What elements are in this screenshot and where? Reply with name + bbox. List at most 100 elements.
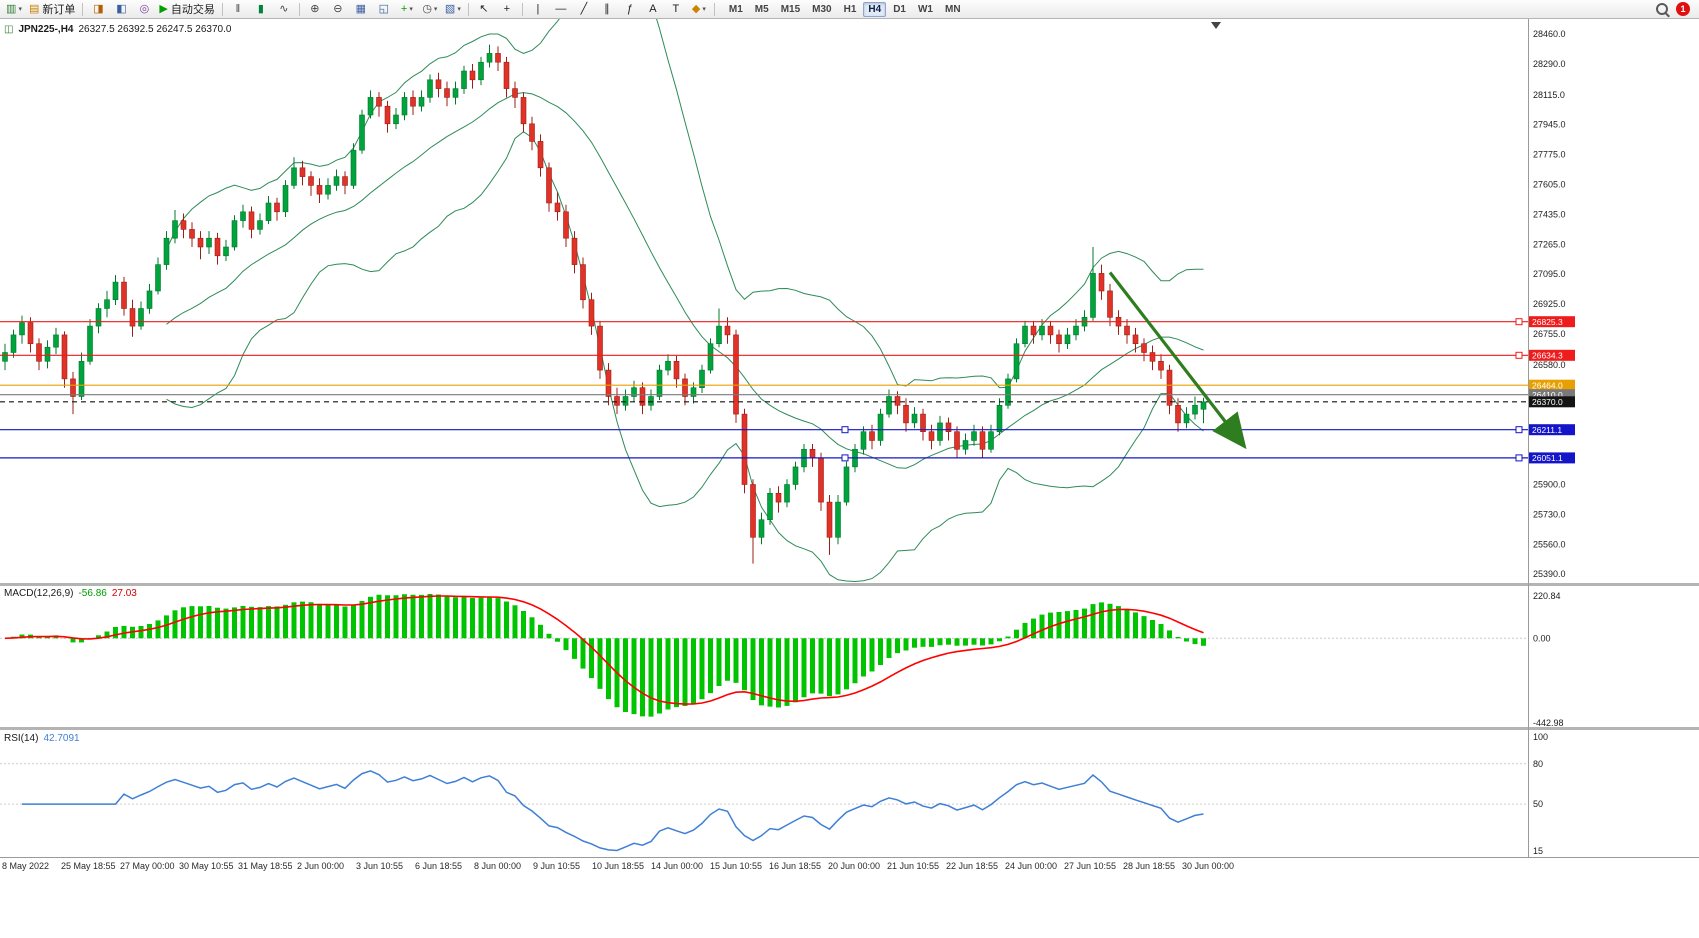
svg-text:80: 80	[1533, 759, 1543, 769]
text-label-button[interactable]: T	[665, 0, 687, 18]
svg-text:0.00: 0.00	[1533, 633, 1551, 643]
line-handle[interactable]	[1515, 454, 1523, 462]
svg-text:6 Jun 18:55: 6 Jun 18:55	[415, 861, 462, 871]
toolbar-right-group: 1	[1656, 2, 1690, 16]
timeframe-m15[interactable]: M15	[780, 3, 801, 15]
svg-text:25 May 18:55: 25 May 18:55	[61, 861, 116, 871]
hline-26051.1[interactable]: 26051.1	[0, 452, 1575, 464]
data-window-button[interactable]: ◧	[110, 0, 132, 18]
zoom-in-button[interactable]: ⊕	[304, 0, 326, 18]
fibonacci-icon: ƒ	[626, 2, 633, 15]
chart-candles-button[interactable]: ▮	[250, 0, 272, 18]
chart-symbol-icon: ◫	[4, 24, 14, 35]
svg-text:220.84: 220.84	[1533, 591, 1561, 601]
equidistant-channel-button[interactable]: ∥	[596, 0, 618, 18]
svg-text:27775.0: 27775.0	[1533, 150, 1566, 160]
templates-icon: ▧	[444, 2, 456, 15]
templates-button[interactable]: ▧ ▾	[442, 0, 464, 18]
notification-badge[interactable]: 1	[1676, 2, 1690, 16]
timeframe-m5[interactable]: M5	[754, 3, 769, 15]
chart-bars-icon: ‖	[235, 2, 241, 15]
timeframe-m1[interactable]: M1	[728, 3, 743, 15]
cascade-windows-button[interactable]: ◱	[373, 0, 395, 18]
svg-text:28 Jun 18:55: 28 Jun 18:55	[1123, 861, 1175, 871]
svg-text:2 Jun 00:00: 2 Jun 00:00	[297, 861, 344, 871]
text-label-icon: T	[672, 2, 680, 15]
rsi-splitter[interactable]	[0, 727, 1699, 730]
cursor-button[interactable]: ↖	[473, 0, 495, 18]
macd-splitter[interactable]	[0, 583, 1699, 586]
svg-text:28460.0: 28460.0	[1533, 29, 1566, 39]
price-tag[interactable]	[1529, 379, 1575, 391]
market-watch-button[interactable]: ◨	[87, 0, 109, 18]
trend-arrow-annotation[interactable]	[1108, 271, 1247, 450]
new-chart-icon: ▥	[6, 2, 17, 15]
fibonacci-button[interactable]: ƒ	[619, 0, 641, 18]
svg-text:27 May 00:00: 27 May 00:00	[120, 861, 175, 871]
line-handle[interactable]	[841, 454, 849, 462]
svg-text:26211.1: 26211.1	[1532, 425, 1562, 435]
crosshair-button[interactable]: +	[496, 0, 518, 18]
svg-text:27 Jun 10:55: 27 Jun 10:55	[1064, 861, 1116, 871]
price-tag[interactable]	[1529, 389, 1575, 401]
hline-26464.0[interactable]: 26464.0	[0, 379, 1575, 391]
svg-text:26464.0: 26464.0	[1532, 380, 1563, 390]
svg-text:26634.3: 26634.3	[1532, 351, 1563, 361]
chart-line-button[interactable]: ∿	[273, 0, 295, 18]
vertical-line-icon: |	[536, 2, 540, 15]
svg-text:50: 50	[1533, 799, 1543, 809]
timeframe-h1[interactable]: H1	[843, 3, 857, 15]
zoom-out-button[interactable]: ⊖	[327, 0, 349, 18]
hline-26370.0[interactable]: 26370.0	[0, 396, 1575, 408]
chart-bars-button[interactable]: ‖	[227, 0, 249, 18]
timeframe-w1[interactable]: W1	[917, 3, 933, 15]
price-tag[interactable]	[1529, 452, 1575, 464]
price-tag[interactable]	[1529, 424, 1575, 436]
hline-26410.0[interactable]: 26410.0	[0, 389, 1575, 401]
zoom-out-icon: ⊖	[333, 2, 343, 15]
new-chart-button[interactable]: ▥ ▾	[3, 0, 25, 18]
hline-26634.3[interactable]: 26634.3	[0, 349, 1575, 361]
text-icon: A	[649, 2, 657, 15]
tile-windows-button[interactable]: ▦	[350, 0, 372, 18]
line-handle[interactable]	[1515, 351, 1523, 359]
rsi-indicator-label: RSI(14) 42.7091	[4, 733, 80, 744]
svg-text:14 Jun 00:00: 14 Jun 00:00	[651, 861, 703, 871]
vertical-line-button[interactable]: |	[527, 0, 549, 18]
shapes-button[interactable]: ◆ ▾	[688, 0, 710, 18]
search-icon[interactable]	[1656, 3, 1668, 15]
text-button[interactable]: A	[642, 0, 664, 18]
timeframe-mn[interactable]: MN	[944, 3, 961, 15]
line-handle[interactable]	[1515, 426, 1523, 434]
auto-trading-button[interactable]: ▶ 自动交易	[156, 0, 217, 18]
new-order-button[interactable]: ▤ 新订单	[26, 0, 78, 18]
timeframe-h4[interactable]: H4	[863, 1, 887, 17]
timeframe-bar: M1 M5 M15 M30 H1 H4 D1 W1 MN	[723, 1, 967, 17]
toolbar-separator	[713, 2, 715, 16]
trendline-icon: ╱	[580, 2, 588, 15]
svg-text:25900.0: 25900.0	[1533, 480, 1566, 490]
hline-26211.1[interactable]: 26211.1	[0, 424, 1575, 436]
chevron-down-icon: ▾	[457, 6, 461, 13]
svg-text:100: 100	[1533, 732, 1548, 742]
trendline-button[interactable]: ╱	[573, 0, 595, 18]
price-tag[interactable]	[1529, 316, 1575, 328]
periods-button[interactable]: ◷ ▾	[419, 0, 441, 18]
price-tag[interactable]	[1529, 349, 1575, 361]
navigator-button[interactable]: ◎	[133, 0, 155, 18]
tile-windows-icon: ▦	[355, 2, 367, 15]
rsi-axis: 100 80 50 15	[1533, 732, 1548, 856]
timeframe-m30[interactable]: M30	[812, 3, 832, 15]
horizontal-line-button[interactable]: —	[550, 0, 572, 18]
price-tag[interactable]	[1529, 396, 1575, 408]
line-handle[interactable]	[1515, 318, 1523, 326]
svg-text:26825.3: 26825.3	[1532, 317, 1563, 327]
crosshair-icon: +	[503, 2, 511, 15]
line-handle[interactable]	[841, 426, 849, 434]
hline-26825.3[interactable]: 26825.3	[0, 316, 1575, 328]
svg-text:30 May 10:55: 30 May 10:55	[179, 861, 234, 871]
timeframe-d1[interactable]: D1	[893, 3, 906, 15]
chart-shift-marker[interactable]	[1211, 22, 1221, 29]
indicators-button[interactable]: + ▾	[396, 0, 418, 18]
